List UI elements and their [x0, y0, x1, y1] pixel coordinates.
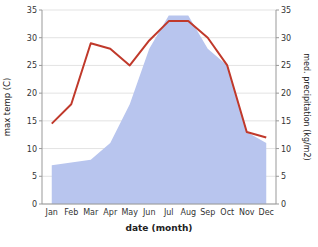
y-axis-line [42, 10, 43, 204]
x-tick-label: Dec [259, 208, 274, 217]
y-tick-label: 5 [32, 172, 37, 181]
y-tick [39, 148, 42, 149]
y2-tick [276, 10, 279, 11]
y2-axis-title: med. precipitation (kg/m2) [302, 53, 311, 160]
y2-tick [276, 65, 279, 66]
y2-tick-label: 35 [281, 6, 291, 15]
y-tick [39, 204, 42, 205]
x-tick-label: Jul [163, 208, 174, 217]
y2-axis-line [276, 10, 277, 204]
y2-tick [276, 176, 279, 177]
x-tick-label: May [121, 208, 138, 217]
y2-tick-label: 0 [281, 200, 286, 209]
x-tick-label: Feb [64, 208, 78, 217]
grid-line [42, 10, 276, 11]
y-tick [39, 37, 42, 38]
temperature-line [52, 21, 267, 137]
grid [42, 10, 276, 204]
axes: 0 5 10 15 20 25 30 35 0 5 10 15 20 25 30 35 Jan Feb Mar Apr… [27, 6, 291, 217]
y-tick-label: 35 [27, 6, 37, 15]
y-tick-label: 20 [27, 89, 37, 98]
y-tick [39, 10, 42, 11]
y2-tick-label: 30 [281, 34, 291, 43]
y2-tick-label: 5 [281, 172, 286, 181]
y2-tick [276, 93, 279, 94]
y2-tick-label: 15 [281, 117, 291, 126]
x-tick-label: Oct [220, 208, 234, 217]
y-tick [39, 120, 42, 121]
y-tick [39, 93, 42, 94]
y-tick [39, 176, 42, 177]
y2-tick [276, 204, 279, 205]
x-tick-label: Jun [142, 208, 156, 217]
y2-tick-label: 25 [281, 61, 291, 70]
y2-tick-label: 20 [281, 89, 291, 98]
y-tick-label: 10 [27, 145, 37, 154]
x-tick-label: Sep [200, 208, 215, 217]
y-axis-title: max temp (C) [2, 78, 12, 137]
x-tick-label: Aug [180, 208, 196, 217]
x-tick-label: Mar [83, 208, 99, 217]
grid-line [42, 204, 276, 205]
chart: 0 5 10 15 20 25 30 35 0 5 10 15 20 25 30 35 Jan Feb Mar Apr… [0, 0, 318, 247]
y-tick-label: 0 [32, 200, 37, 209]
y2-tick-label: 10 [281, 145, 291, 154]
x-tick-label: Apr [103, 208, 118, 217]
y2-tick [276, 120, 279, 121]
x-tick-label: Nov [239, 208, 255, 217]
y-tick [39, 65, 42, 66]
chart-container: 0 5 10 15 20 25 30 35 0 5 10 15 20 25 30 35 Jan Feb Mar Apr… [0, 0, 318, 247]
y2-tick [276, 37, 279, 38]
y-tick-label: 15 [27, 117, 37, 126]
y2-tick [276, 148, 279, 149]
precipitation-area [52, 16, 267, 204]
y-tick-label: 25 [27, 61, 37, 70]
x-tick-label: Jan [45, 208, 58, 217]
x-axis-line [42, 204, 276, 205]
y-tick-label: 30 [27, 34, 37, 43]
plot-area [52, 16, 267, 204]
x-axis-title: date (month) [126, 223, 193, 233]
